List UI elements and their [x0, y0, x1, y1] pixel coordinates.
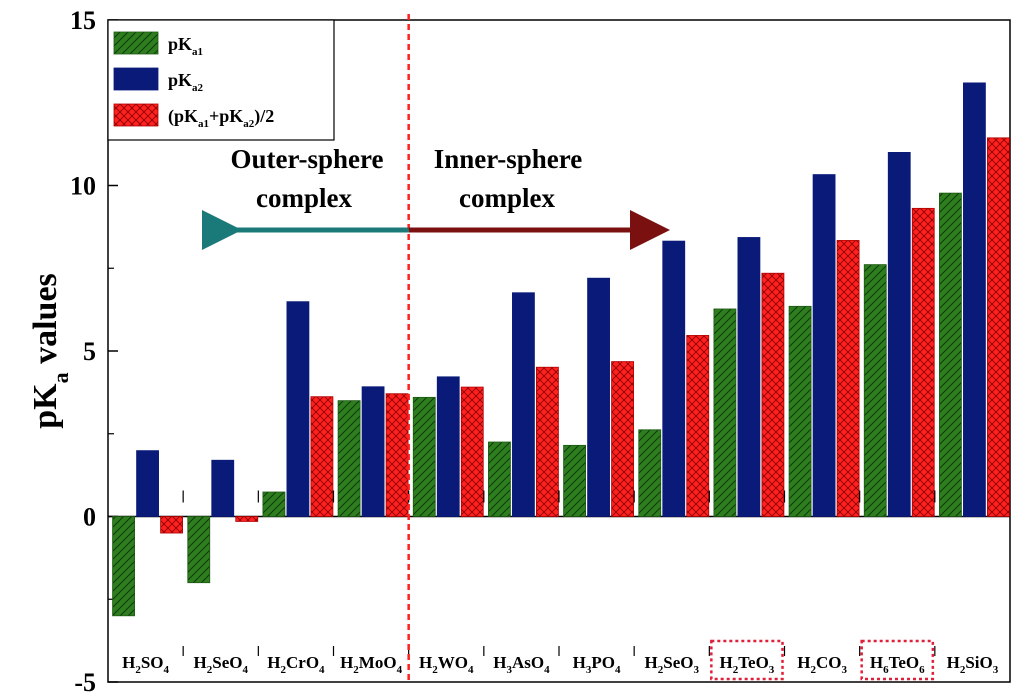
bar-s1-c2 [187, 516, 211, 584]
bar-s3-c6 [536, 366, 559, 517]
x-tick-label: H2TeO3 [720, 653, 775, 676]
bar-s3-c12 [987, 137, 1010, 517]
legend-swatch [113, 31, 159, 55]
bar-s2-c10 [812, 174, 836, 517]
outer-sphere-complex-label: complex [256, 183, 352, 213]
bar-s2-c4 [361, 386, 385, 517]
legend: pKa1 pKa2 (pKa1+pKa2)/2 [107, 19, 335, 141]
x-tick-label: H2WO4 [419, 653, 474, 676]
y-tick-label: 10 [70, 172, 96, 201]
x-tick-label: H2CrO4 [267, 653, 325, 676]
bar-s1-c5 [412, 396, 436, 517]
inner-sphere-label: Inner-sphere [434, 144, 583, 174]
legend-label: (pKa1+pKa2)/2 [168, 106, 274, 130]
bar-s3-c11 [911, 207, 935, 517]
y-tick-label: -5 [74, 668, 96, 694]
y-axis-label: pKa values [27, 273, 73, 429]
bar-s3-c3 [310, 396, 334, 517]
bar-s2-c8 [662, 240, 686, 517]
bar-s2-c1 [136, 450, 159, 517]
bar-s3-c8 [686, 335, 710, 517]
bar-s1-c9 [713, 308, 737, 517]
bar-s3-c10 [836, 240, 860, 517]
bar-s2-c7 [587, 277, 610, 517]
legend-swatch [113, 67, 159, 91]
legend-label: pKa2 [168, 70, 204, 94]
legend-label: pKa1 [168, 34, 203, 58]
legend-swatch [113, 103, 159, 127]
bar-s2-c2 [211, 459, 235, 517]
bar-s1-c10 [788, 305, 812, 517]
x-tick-label: H3PO4 [573, 653, 621, 676]
bar-s1-c8 [638, 429, 662, 517]
inner-sphere-complex-label: complex [459, 183, 555, 213]
bar-s3-c1 [160, 516, 183, 534]
bar-series [112, 82, 1010, 656]
x-tick-label: H2MoO4 [340, 653, 403, 676]
bar-s3-c4 [385, 393, 409, 517]
bar-s1-c12 [939, 192, 962, 517]
bar-s1-c11 [863, 264, 887, 517]
bar-s2-c5 [436, 376, 460, 517]
x-tick-label: H2SeO4 [194, 653, 249, 676]
x-tick-label: H6TeO6 [870, 653, 925, 676]
bar-s3-c9 [761, 272, 785, 517]
x-tick-label: H2SeO3 [645, 653, 700, 676]
x-tick-labels: H2SO4 H2SeO4 H2CrO4 H2MoO4 H2WO4 H3AsO4 H3PO4 H… [122, 639, 999, 681]
bar-s1-c7 [563, 444, 586, 517]
outer-sphere-label: Outer-sphere [231, 144, 384, 174]
highlight-box [860, 639, 935, 681]
y-tick-label: 5 [83, 337, 96, 366]
y-tick-label: 15 [70, 6, 96, 35]
bar-s2-c3 [286, 301, 310, 517]
bar-s1-c6 [488, 441, 511, 517]
x-tick-label: H2SiO3 [947, 653, 999, 676]
y-tick-label: 0 [83, 503, 96, 532]
x-tick-label: H2SO4 [122, 653, 169, 676]
bar-s3-c2 [235, 516, 259, 522]
bar-s2-c12 [963, 82, 986, 517]
bar-s1-c3 [262, 491, 286, 517]
x-tick-label: H3AsO4 [493, 653, 550, 676]
y-axis: -5 0 5 10 15 [70, 6, 1010, 694]
bar-s3-c7 [611, 361, 634, 517]
x-tick-label: H2CO3 [797, 653, 847, 676]
bar-s1-c4 [337, 400, 361, 517]
bar-s2-c9 [737, 237, 761, 517]
bar-s2-c11 [887, 151, 911, 517]
bar-s2-c6 [512, 292, 535, 517]
bar-s1-c1 [112, 516, 135, 617]
annotations: Outer-sphere complex Inner-sphere complex [202, 14, 670, 680]
highlight-box [710, 639, 784, 681]
bar-s3-c5 [460, 386, 484, 517]
